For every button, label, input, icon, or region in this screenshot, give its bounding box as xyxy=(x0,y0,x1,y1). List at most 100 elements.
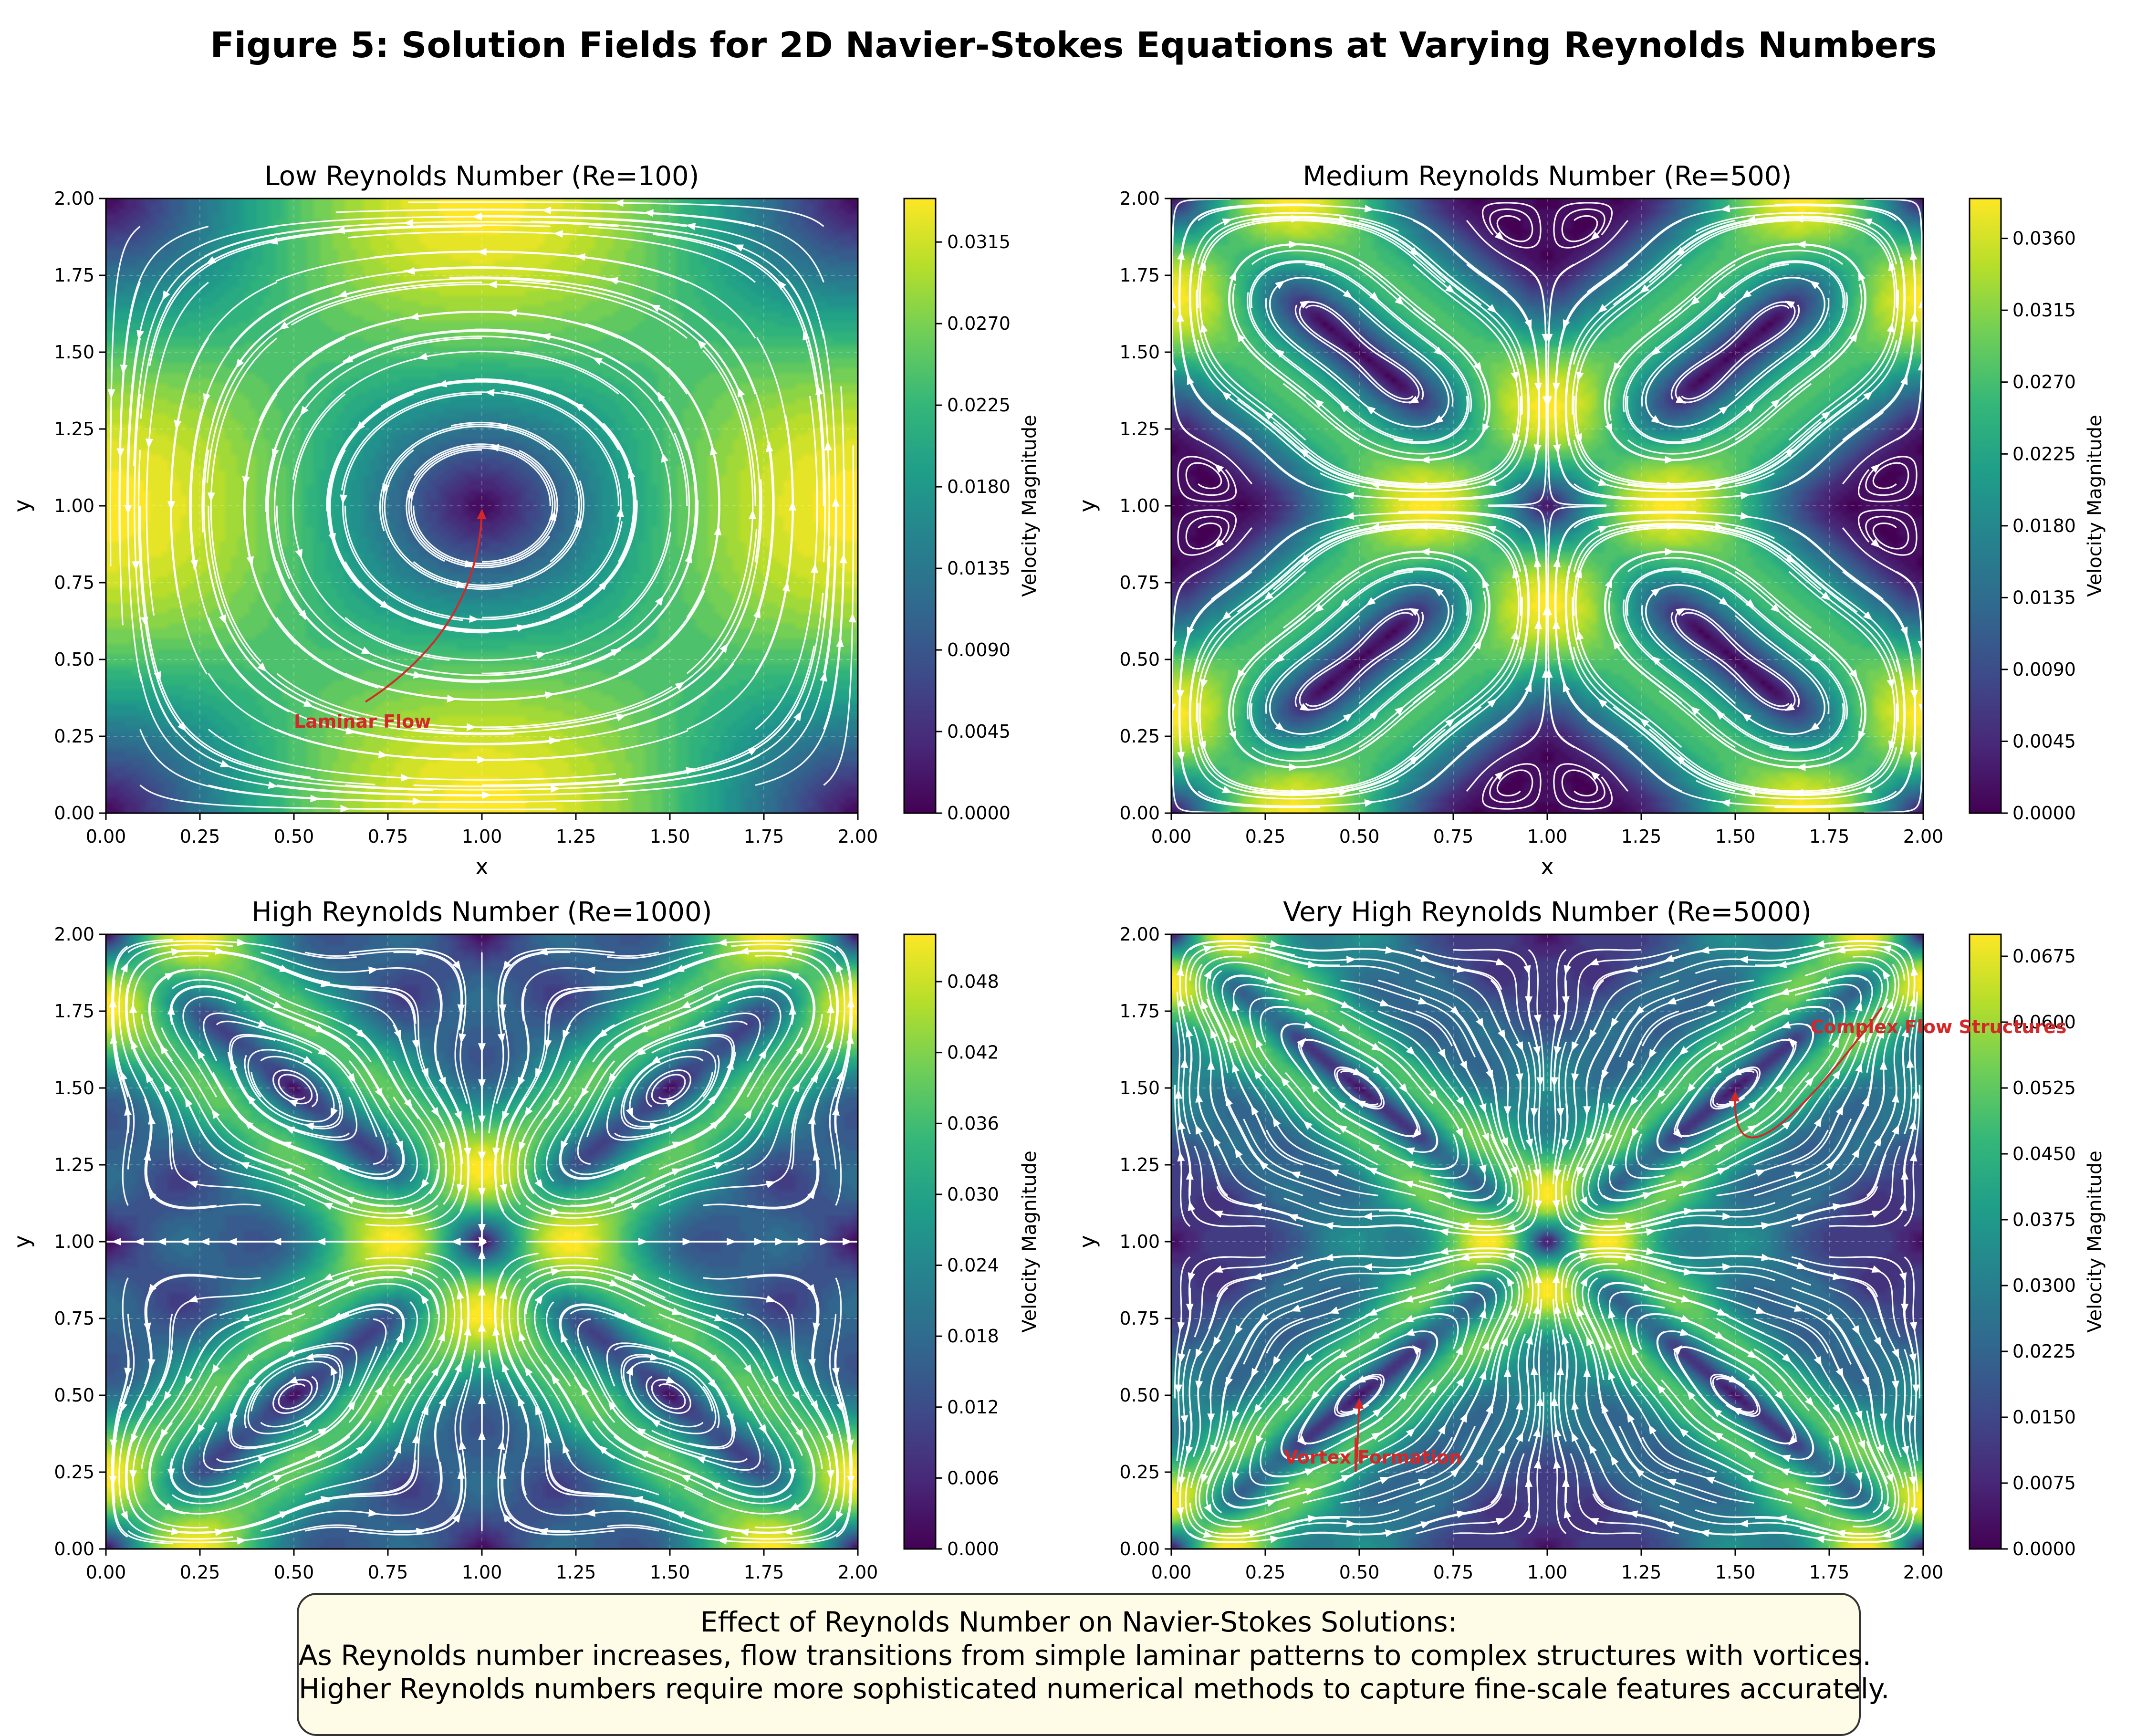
streamline-arrow xyxy=(1530,1108,1538,1118)
streamline-arrow xyxy=(239,1314,250,1321)
streamline-arrow xyxy=(1666,997,1677,1004)
streamline-arrow xyxy=(1455,1128,1463,1139)
streamline-arrow xyxy=(1775,1390,1784,1401)
streamline-arrow xyxy=(608,277,618,285)
streamline-arrow xyxy=(625,1365,633,1376)
x-tick-label: 1.50 xyxy=(1715,826,1756,847)
streamline-arrow xyxy=(1738,1519,1749,1527)
streamline-arrow xyxy=(1631,1345,1639,1356)
streamline-arrow xyxy=(1438,1228,1449,1236)
y-tick-label: 1.00 xyxy=(54,1231,94,1252)
streamline-arrow xyxy=(1583,1106,1591,1116)
streamline-arrow xyxy=(1583,1367,1591,1377)
streamline-arrow xyxy=(811,563,819,573)
streamline-arrow xyxy=(1344,512,1355,520)
streamline-arrow xyxy=(807,1189,816,1200)
x-axis-label: x xyxy=(475,854,488,879)
streamline-arrow xyxy=(1715,1331,1725,1340)
streamline-arrow xyxy=(375,1385,383,1396)
streamline-arrow xyxy=(1793,1171,1804,1179)
streamline-arrow xyxy=(561,1332,568,1343)
streamline-arrow xyxy=(1505,1253,1516,1260)
streamline-arrow xyxy=(107,389,115,399)
colorbar-tick-label: 0.0525 xyxy=(2012,1077,2076,1098)
streamline-arrow xyxy=(420,1179,429,1189)
streamline-arrow xyxy=(1571,1041,1579,1052)
streamline-arrow xyxy=(1863,611,1873,621)
streamline-arrow xyxy=(148,1189,157,1200)
streamline-arrow xyxy=(485,388,495,397)
streamline-arrow xyxy=(1212,1211,1223,1218)
streamline-arrow xyxy=(1434,656,1444,665)
y-tick-label: 0.75 xyxy=(1119,572,1160,593)
streamline-arrow xyxy=(492,1326,500,1336)
streamline-arrow xyxy=(1597,304,1607,314)
streamline-arrow xyxy=(1177,1321,1185,1332)
streamline-arrow xyxy=(344,1197,355,1204)
colorbar-tick-label: 0.0075 xyxy=(2012,1473,2076,1494)
streamline-arrow xyxy=(1861,1096,1869,1107)
streamline-arrow xyxy=(1818,1499,1828,1507)
colorbar-label: Velocity Magnitude xyxy=(2084,1150,2106,1333)
colorbar-tick-label: 0.0135 xyxy=(947,558,1011,579)
streamline-arrow xyxy=(1781,1021,1791,1029)
streamline-arrow xyxy=(141,617,149,627)
summary-line-1: As Reynolds number increases, flow trans… xyxy=(299,1639,1871,1672)
streamline-arrow xyxy=(710,1482,721,1490)
streamline-arrow xyxy=(1909,751,1918,762)
streamline-arrow xyxy=(717,938,727,946)
streamline-arrow xyxy=(145,439,153,449)
streamline-arrow xyxy=(335,226,345,234)
streamline-arrow xyxy=(1755,1307,1766,1314)
streamline-arrow xyxy=(686,222,696,230)
streamline-arrow xyxy=(1486,478,1497,486)
streamline-arrow xyxy=(1552,1273,1560,1284)
streamline-arrow xyxy=(1501,1336,1508,1347)
streamline-arrow xyxy=(1715,292,1725,301)
streamline-arrow xyxy=(502,961,511,971)
y-tick-label: 0.50 xyxy=(54,649,94,670)
streamline-arrow xyxy=(1879,1413,1887,1423)
streamline-arrow xyxy=(708,1379,717,1389)
colorbar xyxy=(1969,933,2002,1550)
streamline-arrow xyxy=(320,1495,331,1504)
streamline-arrow xyxy=(1420,548,1430,556)
streamline-arrow xyxy=(636,1427,646,1436)
summary-box: Effect of Reynolds Number on Navier-Stok… xyxy=(297,1593,1889,1736)
y-tick-label: 1.50 xyxy=(1119,342,1160,363)
streamline-arrow xyxy=(1230,1440,1237,1451)
x-tick-label: 1.75 xyxy=(1809,1562,1850,1583)
streamline-arrow xyxy=(748,747,758,755)
streamline-arrow xyxy=(1782,1120,1792,1130)
y-tick-label: 1.25 xyxy=(54,418,94,439)
panel-title: High Reynolds Number (Re=1000) xyxy=(251,897,712,928)
streamline-arrow xyxy=(1438,1048,1446,1059)
streamline-arrow xyxy=(1745,599,1755,608)
streamline-arrow xyxy=(848,613,856,623)
streamline-arrow xyxy=(544,691,555,699)
streamline-arrow xyxy=(1213,1136,1221,1147)
streamline-arrow xyxy=(457,1004,465,1014)
streamline-arrow xyxy=(467,723,477,731)
y-tick-label: 1.50 xyxy=(1119,1077,1160,1098)
streamline-arrow xyxy=(1251,1105,1259,1116)
streamline-arrow xyxy=(789,501,797,511)
summary-heading: Effect of Reynolds Number on Navier-Stok… xyxy=(700,1606,1458,1638)
streamline-arrow xyxy=(1487,304,1497,314)
x-tick-label: 1.25 xyxy=(556,1562,596,1583)
streamline-arrow xyxy=(1704,999,1715,1007)
x-tick-label: 1.25 xyxy=(1621,1562,1662,1583)
streamline-arrow xyxy=(518,1331,526,1342)
streamline-arrow xyxy=(1221,611,1231,621)
streamline-arrow xyxy=(553,230,563,238)
annotation-label: Laminar Flow xyxy=(294,711,431,732)
streamline-arrow xyxy=(1741,713,1752,722)
chart-panel-3: 0.00 0.25 0.50 0.75 1.00 1.25 1.50 1.75 2.00 0.00… xyxy=(9,897,1041,1615)
colorbar-tick-label: 0.0600 xyxy=(2012,1012,2076,1033)
streamline-arrow xyxy=(1690,706,1700,715)
streamline-arrow xyxy=(407,490,415,501)
streamline-arrow xyxy=(288,1376,298,1384)
streamline-arrow xyxy=(124,1367,132,1378)
streamline-arrow xyxy=(1379,1476,1390,1484)
streamline-arrow xyxy=(1353,1407,1363,1415)
